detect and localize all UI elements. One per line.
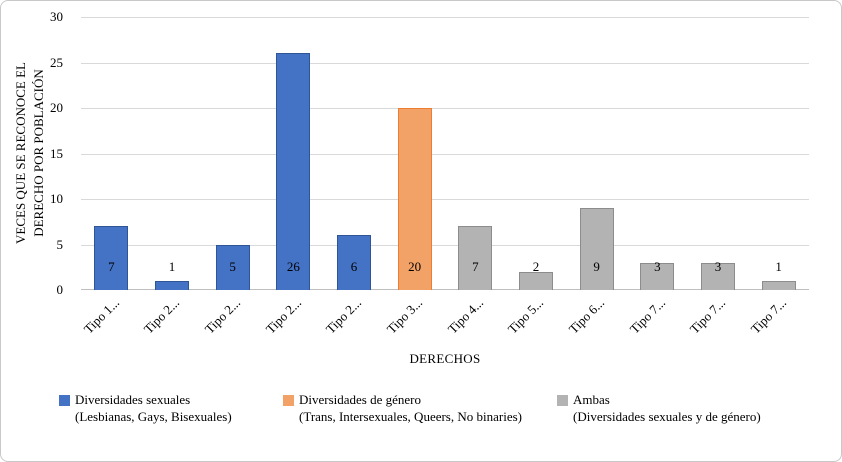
legend-item-sexuales: Diversidades sexuales (Lesbianas, Gays, B… <box>59 391 232 425</box>
bar-data-label: 6 <box>350 259 358 274</box>
legend-text: Ambas (Diversidades sexuales y de género) <box>573 391 761 425</box>
bar-data-label: 5 <box>229 259 236 274</box>
gridline <box>81 108 809 109</box>
bar <box>458 226 493 290</box>
y-tick-label: 30 <box>50 9 63 24</box>
legend-label: Ambas <box>573 392 610 407</box>
x-tick-label: Tipo 5... <box>505 295 547 337</box>
x-tick-label: Tipo 4... <box>444 295 486 337</box>
y-tick-label: 25 <box>50 54 63 70</box>
x-axis-title: DERECHOS <box>409 351 481 366</box>
x-tick-label: Tipo 7... <box>626 295 668 337</box>
legend-sublabel: (Diversidades sexuales y de género) <box>573 409 761 424</box>
legend-swatch-ambas <box>557 395 568 406</box>
gridline <box>81 153 809 155</box>
bar-data-label: 3 <box>714 259 722 274</box>
legend-label: Diversidades de género <box>299 392 422 407</box>
bar-data-label: 7 <box>108 259 115 274</box>
gridline <box>81 199 809 200</box>
x-tick-label: Tipo 1... <box>80 295 122 337</box>
bar <box>397 108 432 290</box>
bar <box>761 280 796 290</box>
x-tick-label: Tipo 3... <box>383 295 426 337</box>
x-tick-label: Tipo 2... <box>201 295 244 337</box>
y-tick-label: 20 <box>50 100 63 115</box>
bar-data-label: 9 <box>593 259 600 274</box>
bar-data-label: 1 <box>775 259 782 274</box>
legend-text: Diversidades de género (Trans, Intersexua… <box>299 391 522 425</box>
bar-data-label: 3 <box>654 259 661 274</box>
bar <box>701 262 735 290</box>
x-tick-label: Tipo 7... <box>687 295 729 337</box>
gridline <box>81 17 809 18</box>
x-tick-label: Tipo 2... <box>141 295 183 337</box>
x-axis-tick-labels: Tipo 1... Tipo 2... Tipo 2... Tipo 2... Tipo… <box>81 293 809 351</box>
bar-data-label: 26 <box>286 259 300 274</box>
bar <box>215 244 250 290</box>
plot-area: 7 1 5 26 6 20 7 2 9 3 3 1 <box>81 17 809 290</box>
legend-swatch-genero <box>283 395 294 406</box>
legend-item-genero: Diversidades de género (Trans, Intersexua… <box>283 391 522 425</box>
bar-data-label: 1 <box>168 259 176 274</box>
x-axis-line <box>81 289 809 290</box>
bar <box>94 226 129 290</box>
bar <box>276 53 311 290</box>
y-tick-label: 15 <box>50 145 63 161</box>
y-tick-label: 0 <box>56 282 64 297</box>
x-tick-label: Tipo 6... <box>565 295 608 337</box>
bar-data-label: 2 <box>532 259 540 274</box>
bar-data-label: 20 <box>408 259 422 274</box>
y-tick-label: 5 <box>56 236 64 252</box>
x-tick-label: Tipo 7... <box>747 295 790 337</box>
legend-swatch-sexuales <box>59 395 70 406</box>
y-tick-label: 10 <box>50 191 63 206</box>
legend-item-ambas: Ambas (Diversidades sexuales y de género) <box>557 391 761 425</box>
legend-sublabel: (Trans, Intersexuales, Queers, No binari… <box>299 409 522 424</box>
legend-text: Diversidades sexuales (Lesbianas, Gays, B… <box>75 391 232 425</box>
bar-data-label: 7 <box>472 259 479 274</box>
bar <box>640 262 675 290</box>
x-tick-label: Tipo 2... <box>262 295 304 337</box>
legend-sublabel: (Lesbianas, Gays, Bisexuales) <box>75 409 232 424</box>
bar <box>579 208 614 290</box>
bar <box>337 235 371 290</box>
bar <box>155 280 189 290</box>
legend-label: Diversidades sexuales <box>75 392 191 407</box>
legend: Diversidades sexuales (Lesbianas, Gays, B… <box>1 391 841 455</box>
gridline <box>81 62 809 64</box>
x-tick-label: Tipo 2... <box>323 295 365 337</box>
gridline <box>81 244 809 246</box>
bar <box>519 271 553 290</box>
y-axis-tick-labels: 0 5 10 15 20 25 30 <box>1 9 71 297</box>
